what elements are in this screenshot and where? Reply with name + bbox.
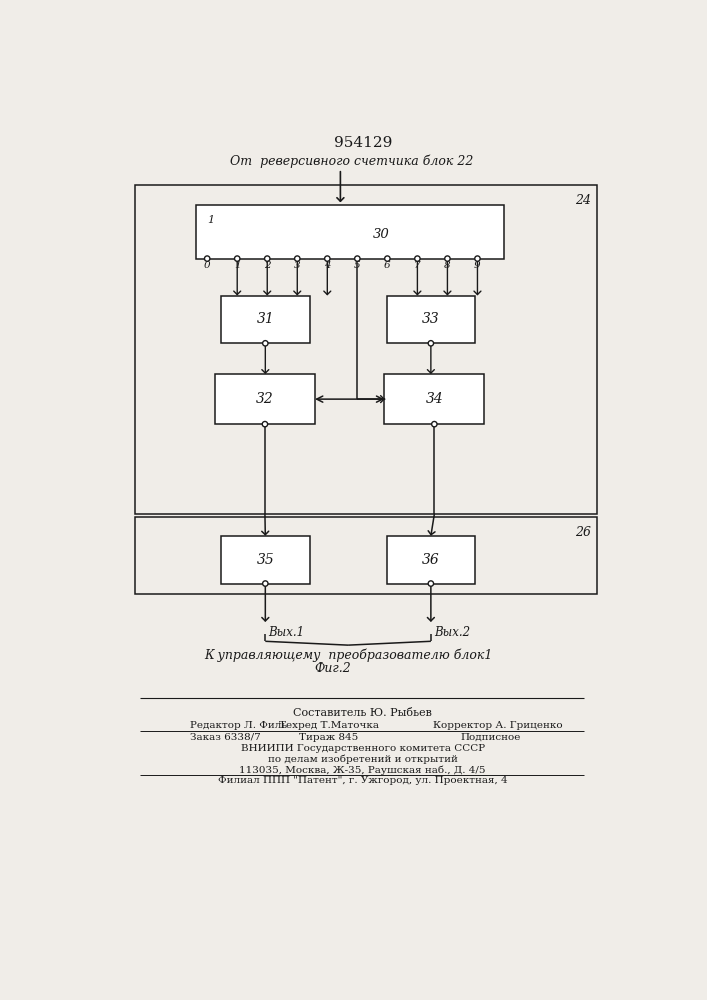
Circle shape xyxy=(264,256,270,261)
Circle shape xyxy=(432,421,437,427)
Circle shape xyxy=(262,341,268,346)
Text: 24: 24 xyxy=(575,194,590,207)
Circle shape xyxy=(445,256,450,261)
Text: К управляющему  преобразователю блок1: К управляющему преобразователю блок1 xyxy=(204,648,492,662)
Circle shape xyxy=(415,256,420,261)
Text: ВНИИПИ Государственного комитета СССР: ВНИИПИ Государственного комитета СССР xyxy=(240,744,485,753)
Bar xyxy=(197,205,504,259)
Bar xyxy=(135,517,597,594)
Text: 8: 8 xyxy=(444,261,451,270)
Bar xyxy=(135,185,597,514)
Text: 2: 2 xyxy=(264,261,271,270)
Text: 26: 26 xyxy=(575,526,590,539)
Text: 954129: 954129 xyxy=(334,136,392,150)
Text: 5: 5 xyxy=(354,261,361,270)
Circle shape xyxy=(428,581,433,586)
Bar xyxy=(387,536,475,584)
Bar xyxy=(221,296,310,343)
Text: 30: 30 xyxy=(373,228,390,241)
Text: Филиал ППП "Патент", г. Ужгород, ул. Проектная, 4: Филиал ППП "Патент", г. Ужгород, ул. Про… xyxy=(218,776,508,785)
Text: 0: 0 xyxy=(204,261,211,270)
Text: Заказ 6338/7: Заказ 6338/7 xyxy=(190,733,261,742)
Text: по делам изобретений и открытий: по делам изобретений и открытий xyxy=(268,754,457,764)
Circle shape xyxy=(325,256,330,261)
Text: 113035, Москва, Ж-35, Раушская наб., Д. 4/5: 113035, Москва, Ж-35, Раушская наб., Д. … xyxy=(240,765,486,775)
Text: Подписное: Подписное xyxy=(460,733,521,742)
Text: Вых.1: Вых.1 xyxy=(269,626,305,639)
Text: Составитель Ю. Рыбьев: Составитель Ю. Рыбьев xyxy=(293,708,432,718)
Text: Фиг.2: Фиг.2 xyxy=(315,662,351,675)
Text: 32: 32 xyxy=(256,392,274,406)
Text: 1: 1 xyxy=(234,261,240,270)
Circle shape xyxy=(355,256,360,261)
Text: Тираж 845: Тираж 845 xyxy=(299,733,358,742)
Text: Редактор Л. Филь: Редактор Л. Филь xyxy=(190,721,287,730)
Bar xyxy=(221,536,310,584)
Circle shape xyxy=(262,421,268,427)
Circle shape xyxy=(428,341,433,346)
Text: 31: 31 xyxy=(257,312,274,326)
Circle shape xyxy=(204,256,210,261)
Circle shape xyxy=(295,256,300,261)
Bar xyxy=(387,296,475,343)
Text: 1: 1 xyxy=(207,215,214,225)
Text: 35: 35 xyxy=(257,553,274,567)
Text: 9: 9 xyxy=(474,261,481,270)
Text: 3: 3 xyxy=(294,261,300,270)
Circle shape xyxy=(475,256,480,261)
Text: От  реверсивного счетчика блок 22: От реверсивного счетчика блок 22 xyxy=(230,154,474,168)
Text: Корректор А. Гриценко: Корректор А. Гриценко xyxy=(433,721,563,730)
Text: 4: 4 xyxy=(324,261,331,270)
Text: 7: 7 xyxy=(414,261,421,270)
Bar xyxy=(215,374,315,424)
Text: 34: 34 xyxy=(426,392,443,406)
Text: 36: 36 xyxy=(422,553,440,567)
Text: 6: 6 xyxy=(384,261,391,270)
Text: Техред Т.Маточка: Техред Т.Маточка xyxy=(279,721,379,730)
Bar xyxy=(385,374,484,424)
Text: Вых.2: Вых.2 xyxy=(434,626,470,639)
Circle shape xyxy=(262,581,268,586)
Circle shape xyxy=(235,256,240,261)
Text: 33: 33 xyxy=(422,312,440,326)
Circle shape xyxy=(385,256,390,261)
